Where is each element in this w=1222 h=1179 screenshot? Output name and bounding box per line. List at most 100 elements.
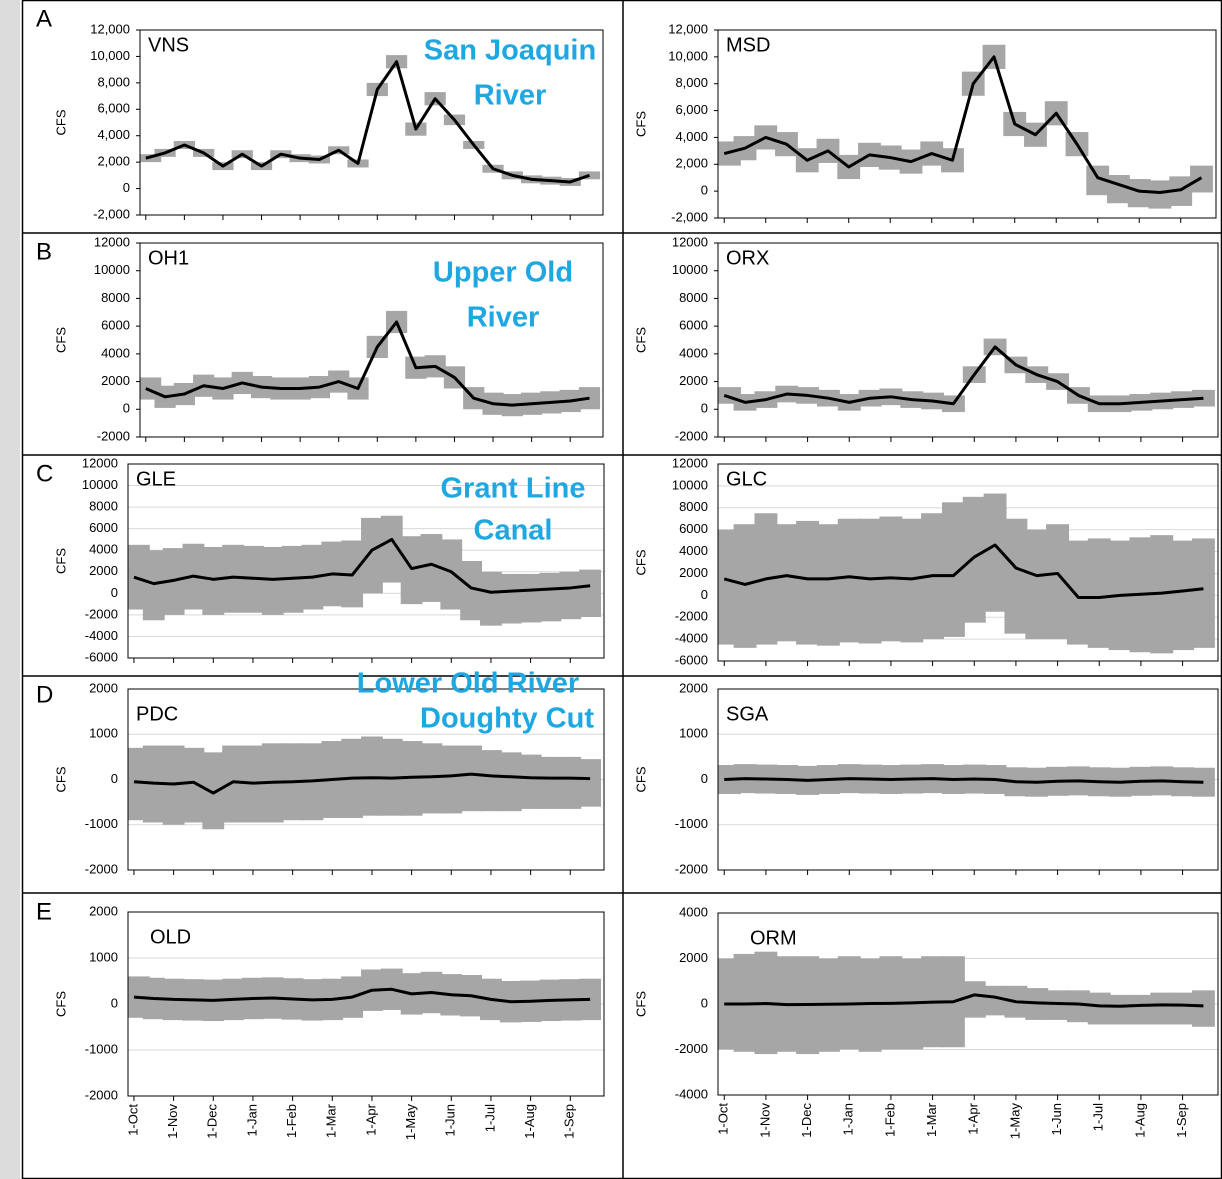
y-tick-label: 4000	[679, 345, 708, 360]
x-tick-label: 1-Feb	[882, 1103, 897, 1137]
y-axis-label: CFS	[633, 766, 648, 792]
y-tick-label: 12,000	[668, 21, 708, 36]
daily-flow-line	[723, 345, 1204, 406]
x-tick-label: 1-Nov	[165, 1104, 180, 1139]
y-tick-label: 0	[123, 401, 130, 416]
region-label: Upper Old	[433, 257, 573, 289]
station-label: SGA	[726, 703, 769, 725]
station-label: MSD	[726, 34, 770, 56]
tidal-band	[816, 524, 840, 646]
y-axis-label: CFS	[53, 109, 68, 135]
plot-frame	[139, 242, 604, 438]
y-tick-label: 8000	[679, 499, 708, 514]
y-tick-label: 6000	[679, 521, 708, 536]
tidal-band	[775, 524, 799, 642]
y-tick-label: 0	[111, 771, 118, 786]
y-tick-label: 2000	[679, 680, 708, 695]
y-tick-label: 0	[111, 585, 118, 600]
y-tick-label: 4000	[89, 542, 118, 557]
tidal-band	[1148, 180, 1172, 209]
y-tick-label: 4000	[679, 543, 708, 558]
y-tick-label: 10000	[672, 477, 708, 492]
y-tick-label: 0	[701, 183, 708, 198]
x-tick-label: 1-Oct	[125, 1104, 140, 1136]
y-tick-label: 12000	[672, 455, 708, 470]
y-tick-label: 6000	[679, 318, 708, 333]
region-label: Canal	[474, 515, 553, 547]
y-tick-label: 1000	[89, 726, 118, 741]
y-tick-label: 0	[123, 180, 130, 195]
plot-frame	[717, 29, 1217, 219]
tidal-band	[420, 534, 443, 602]
y-tick-label: 4,000	[97, 127, 130, 142]
tidal-band	[900, 518, 924, 643]
y-tick-label: -2,000	[93, 206, 130, 221]
y-tick-label: 4000	[679, 904, 708, 919]
x-tick-label: 1-Mar	[924, 1102, 939, 1137]
y-tick-label: 2000	[101, 373, 130, 388]
tidal-band	[519, 573, 542, 623]
tidal-band	[361, 736, 383, 816]
tidal-band	[222, 745, 245, 823]
y-tick-label: -2000	[675, 1041, 708, 1056]
tidal-band	[420, 743, 443, 814]
x-tick-label: 1-Dec	[799, 1103, 814, 1138]
y-tick-label: 2,000	[97, 154, 130, 169]
y-tick-label: 8,000	[97, 74, 130, 89]
station-label: GLC	[726, 468, 767, 490]
tidal-band	[579, 569, 602, 618]
y-tick-label: -2000	[675, 428, 708, 443]
tidal-band	[182, 747, 205, 823]
daily-flow-line	[133, 537, 591, 594]
plot-frame	[127, 463, 605, 659]
x-tick-label: 1-Dec	[205, 1104, 220, 1139]
station-label: OLD	[150, 926, 191, 948]
y-tick-label: 0	[701, 401, 708, 416]
station-label: ORM	[750, 927, 797, 949]
tidal-band	[480, 750, 502, 812]
tidal-band	[519, 754, 542, 809]
station-label: PDC	[136, 703, 178, 725]
daily-flow-line	[724, 777, 1204, 784]
side-strip	[0, 0, 20, 1179]
y-tick-label: 6,000	[675, 102, 708, 117]
tidal-band	[202, 752, 225, 830]
tidal-band	[1150, 992, 1174, 1025]
x-tick-label: 1-Mar	[324, 1103, 339, 1138]
y-tick-label: -6000	[675, 652, 708, 667]
region-label: River	[474, 80, 547, 112]
tidal-band	[962, 496, 986, 623]
y-tick-label: 1000	[89, 949, 118, 964]
y-tick-label: 0	[111, 995, 118, 1010]
y-tick-label: 2000	[679, 565, 708, 580]
region-label: San Joaquin	[424, 35, 596, 67]
y-tick-label: -1000	[85, 1041, 118, 1056]
tidal-band	[1066, 540, 1090, 645]
plot-frame	[127, 688, 605, 871]
tidal-band	[1004, 518, 1028, 634]
y-axis-label: CFS	[53, 548, 68, 574]
y-tick-label: 10000	[82, 477, 118, 492]
x-tick-label: 1-Apr	[966, 1102, 981, 1134]
y-tick-label: -1000	[85, 816, 118, 831]
y-tick-label: 6000	[101, 318, 130, 333]
y-tick-label: 0	[701, 587, 708, 602]
y-tick-label: 0	[701, 995, 708, 1010]
x-tick-label: 1-May	[1007, 1103, 1022, 1140]
y-tick-label: 2000	[679, 950, 708, 965]
y-tick-label: -2000	[675, 609, 708, 624]
daily-flow-line	[723, 543, 1204, 600]
y-tick-label: 0	[701, 771, 708, 786]
tidal-band	[380, 515, 403, 583]
tidal-band	[222, 544, 245, 613]
tidal-band	[261, 546, 284, 615]
y-tick-label: 10,000	[668, 48, 708, 63]
y-tick-label: -2,000	[671, 209, 708, 224]
tidal-band	[796, 520, 820, 645]
tidal-band	[499, 752, 522, 812]
tidal-band	[499, 573, 522, 624]
daily-flow-line	[133, 987, 591, 1004]
y-tick-label: 12000	[82, 455, 118, 470]
tidal-band	[400, 536, 423, 605]
panel-label: E	[36, 898, 52, 925]
